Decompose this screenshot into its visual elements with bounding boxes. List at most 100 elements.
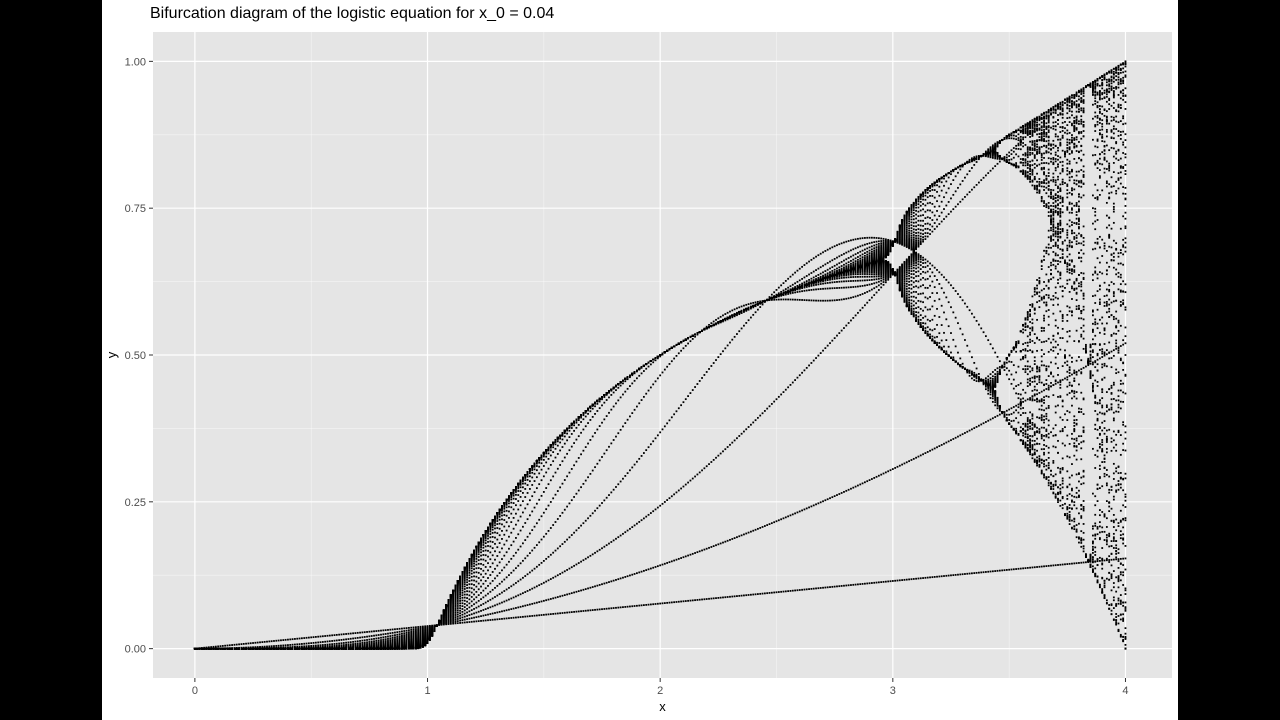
data-point [224,648,226,650]
data-point [327,648,329,650]
data-point [324,635,326,637]
data-point [261,641,263,643]
data-point [287,648,289,650]
data-point [327,635,329,637]
data-point [320,648,322,650]
data-point [247,648,249,650]
data-point [241,643,243,645]
data-point [254,648,256,650]
data-point [301,643,303,645]
data-point [285,644,287,646]
data-point [296,648,298,650]
data-point [259,648,261,650]
data-point [292,644,294,646]
data-point [331,648,333,650]
data-point [310,636,312,638]
data-point [296,643,298,645]
data-point [217,648,219,650]
data-point [268,648,270,650]
data-point [285,639,287,641]
data-point [275,645,277,647]
data-point [220,648,222,650]
data-point [306,637,308,639]
data-point [196,648,198,650]
data-point [327,644,329,646]
data-point [315,636,317,638]
data-point [296,638,298,640]
data-point [329,643,331,645]
data-point [327,641,329,643]
data-point [275,648,277,650]
data-point [303,643,305,645]
data-point [287,644,289,646]
data-point [313,636,315,638]
data-point [287,639,289,641]
data-point [322,644,324,646]
data-point [282,639,284,641]
data-point [238,643,240,645]
data-point [259,641,261,643]
data-point [299,638,301,640]
data-point [247,643,249,645]
data-point [217,645,219,647]
data-point [238,648,240,650]
data-point [324,648,326,650]
data-point [334,648,336,650]
data-point [194,648,196,650]
data-point [264,641,266,643]
data-point [213,646,215,648]
data-point [334,634,336,636]
data-point [322,641,324,643]
data-point [322,648,324,650]
data-point [331,640,333,642]
data-point [250,642,252,644]
data-point [229,644,231,646]
data-point [308,637,310,639]
data-point [329,635,331,637]
data-point [271,648,273,650]
data-point [308,648,310,650]
data-point [331,634,333,636]
data-point [224,645,226,647]
data-point [301,637,303,639]
data-point [261,648,263,650]
data-point [234,648,236,650]
data-point [243,648,245,650]
data-point [264,648,266,650]
data-point [231,644,233,646]
data-point [241,648,243,650]
data-point [336,640,338,642]
data-point [199,648,201,650]
data-point [257,648,259,650]
data-point [338,643,340,645]
data-point [210,648,212,650]
data-point [252,642,254,644]
data-point [322,635,324,637]
data-point [203,648,205,650]
data-point [254,642,256,644]
data-point [278,640,280,642]
data-point [306,643,308,645]
data-point [222,648,224,650]
data-point [329,648,331,650]
data-point [231,648,233,650]
data-point [306,648,308,650]
data-point [289,644,291,646]
data-point [236,648,238,650]
data-point [336,648,338,650]
data-point [292,638,294,640]
data-point [299,643,301,645]
data-point [308,642,310,644]
data-point [317,636,319,638]
data-point [338,639,340,641]
data-point [243,643,245,645]
data-point [268,645,270,647]
data-point [338,634,340,636]
data-point [229,648,231,650]
data-point [329,640,331,642]
data-point [201,648,203,650]
data-point [299,648,301,650]
data-point [320,644,322,646]
data-point [320,641,322,643]
